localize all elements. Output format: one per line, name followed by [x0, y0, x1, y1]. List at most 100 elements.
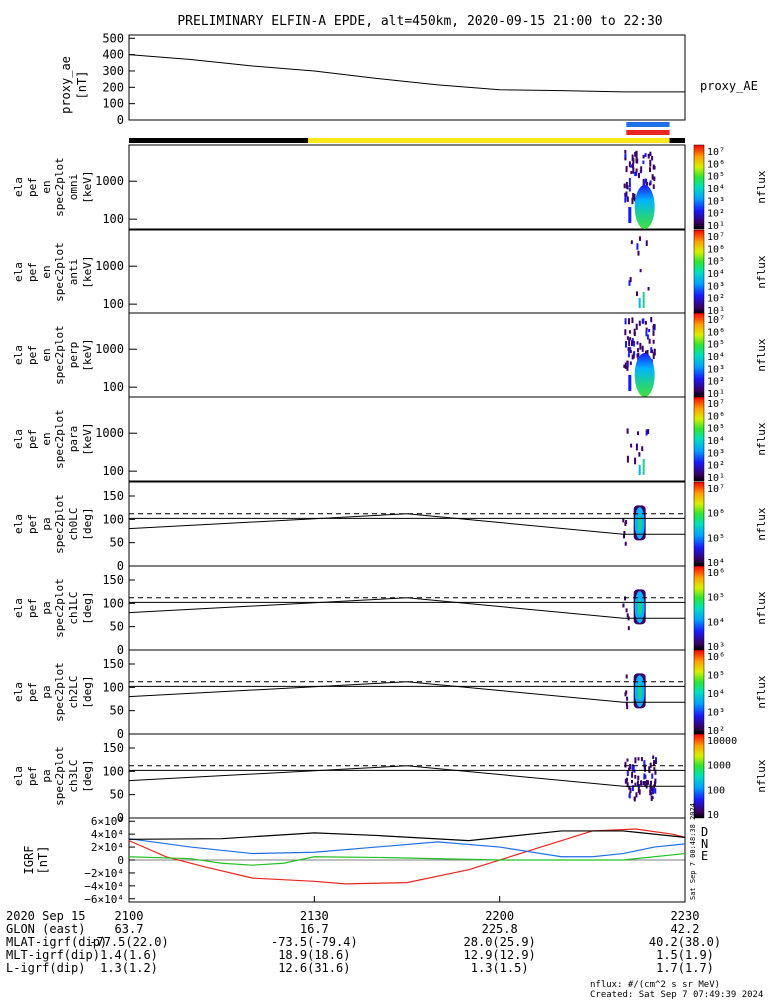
- flux-pixel: [625, 166, 628, 173]
- ylabel-line: pa: [40, 517, 53, 530]
- ytick-label: 50: [110, 788, 124, 802]
- flux-pixel: [653, 323, 656, 329]
- xaxis-row-value: 1.3(1.5): [471, 961, 529, 975]
- flux-pixel: [637, 352, 640, 357]
- flux-center: [637, 683, 642, 700]
- ylabel-line: anti: [67, 259, 80, 286]
- flux-pixel: [641, 446, 644, 452]
- igrf-ytick-label: 6×10⁴: [91, 815, 124, 828]
- flux-pixel: [628, 786, 631, 790]
- flux-pixel: [626, 196, 629, 202]
- flux-pixel: [629, 763, 632, 770]
- flux-pixel: [644, 320, 647, 325]
- flux-pixel: [623, 183, 626, 189]
- flux-pixel: [634, 774, 637, 779]
- flux-pixel: [622, 518, 625, 523]
- flux-pixel: [631, 338, 634, 342]
- colorbar-label: nflux: [755, 675, 768, 708]
- flux-pixel: [648, 167, 651, 173]
- igrf-ytick-label: −4×10⁴: [84, 880, 124, 893]
- ylabel-line: spec2plot: [53, 746, 66, 806]
- flux-pixel: [649, 784, 652, 789]
- flux-pixel: [654, 757, 657, 763]
- ylabel-line: pef: [26, 682, 39, 702]
- flux-pixel: [635, 168, 638, 173]
- xaxis-row-value: 2100: [115, 909, 144, 923]
- colorbar: [693, 312, 705, 398]
- flux-pixel: [654, 778, 657, 784]
- flux-pixel: [625, 191, 628, 197]
- ylabel-line: [keV]: [81, 170, 94, 203]
- flux-pixel: [644, 178, 647, 184]
- flux-pixel: [629, 361, 632, 365]
- flux-pixel: [624, 362, 627, 369]
- colorbar: [693, 144, 705, 230]
- ytick-label: 1000: [95, 259, 124, 273]
- flux-pixel: [630, 170, 633, 174]
- ae-ytick-label: 400: [102, 48, 124, 62]
- colorbar-tick-label: 10⁴: [707, 352, 725, 363]
- panel-pitch-ch3: 150 100 50 0 ela pef pa spec2plot ch3LC [deg] 1000…: [12, 733, 768, 825]
- flux-pixel: [633, 351, 636, 356]
- ytick-label: 100: [102, 764, 124, 778]
- xaxis-row-value: -73.5(-79.4): [271, 935, 358, 949]
- colorbar-tick-label: 10⁶: [707, 568, 725, 579]
- flux-pixel: [629, 350, 632, 354]
- colorbar-tick-label: 10⁵: [707, 424, 725, 435]
- colorbar: [693, 229, 705, 315]
- flux-pixel: [645, 327, 648, 331]
- colorbar-tick-label: 10¹: [707, 473, 725, 484]
- flux-pixel: [652, 184, 655, 189]
- colorbar-tick-label: 10⁶: [707, 509, 725, 520]
- ytick-label: 0: [117, 811, 124, 825]
- flux-pixel: [635, 171, 638, 176]
- colorbar-tick-label: 10⁶: [707, 159, 725, 170]
- colorbar-tick-label: 10000: [707, 736, 737, 747]
- ylabel-line: pef: [26, 262, 39, 282]
- flux-pixel: [642, 318, 645, 324]
- flux-pixel: [624, 197, 627, 203]
- colorbar-label: nflux: [755, 759, 768, 792]
- colorbar-tick-label: 10⁷: [707, 315, 725, 326]
- flux-pixel: [642, 160, 645, 165]
- flux-pixel: [626, 696, 629, 701]
- ytick-label: 100: [102, 596, 124, 610]
- igrf-ylabel-2: [nT]: [36, 846, 50, 875]
- flux-pixel: [626, 360, 629, 368]
- flux-pixel: [640, 757, 643, 762]
- ylabel-line: spec2plot: [53, 325, 66, 385]
- igrf-ylabel-1: IGRF: [22, 846, 36, 875]
- colorbar-tick-label: 10⁷: [707, 232, 725, 243]
- flux-pixel: [632, 167, 635, 174]
- flux-pixel: [647, 429, 650, 434]
- flux-pixel: [651, 349, 654, 354]
- ylabel-line: spec2plot: [53, 157, 66, 217]
- flux-pixel: [648, 338, 651, 344]
- flux-pixel: [627, 353, 630, 358]
- ylabel-line: ela: [12, 177, 25, 197]
- flux-pixel: [634, 457, 637, 465]
- flux-pixel: [647, 153, 650, 159]
- ylabel-line: pef: [26, 598, 39, 618]
- flux-pixel: [650, 347, 653, 353]
- flux-pixel: [633, 796, 636, 800]
- flux-pixel: [637, 431, 640, 436]
- status-segment-black: [669, 138, 685, 143]
- colorbar: [693, 733, 705, 819]
- footer-created: Created: Sat Sep 7 07:49:39 2024: [590, 990, 763, 1000]
- flux-pixel: [624, 596, 627, 601]
- ylabel-line: [keV]: [81, 255, 94, 288]
- xaxis-row-label: GLON (east): [6, 922, 85, 936]
- science-zone-blue: [626, 122, 670, 127]
- colorbar-tick-label: 10⁵: [707, 593, 725, 604]
- ylabel-line: pa: [40, 685, 53, 698]
- ytick-label: 1000: [95, 342, 124, 356]
- flux-pixel: [629, 347, 632, 352]
- flux-pixel: [637, 757, 640, 761]
- colorbar-tick-label: 10⁴: [707, 689, 725, 700]
- flux-core: [634, 185, 655, 229]
- colorbar: [693, 649, 705, 735]
- ytick-label: 1000: [95, 426, 124, 440]
- flux-pixel: [634, 757, 637, 764]
- panel-pitch-ch1: 150 100 50 0 ela pef pa spec2plot ch1LC [deg] 10⁶ 1…: [12, 565, 768, 657]
